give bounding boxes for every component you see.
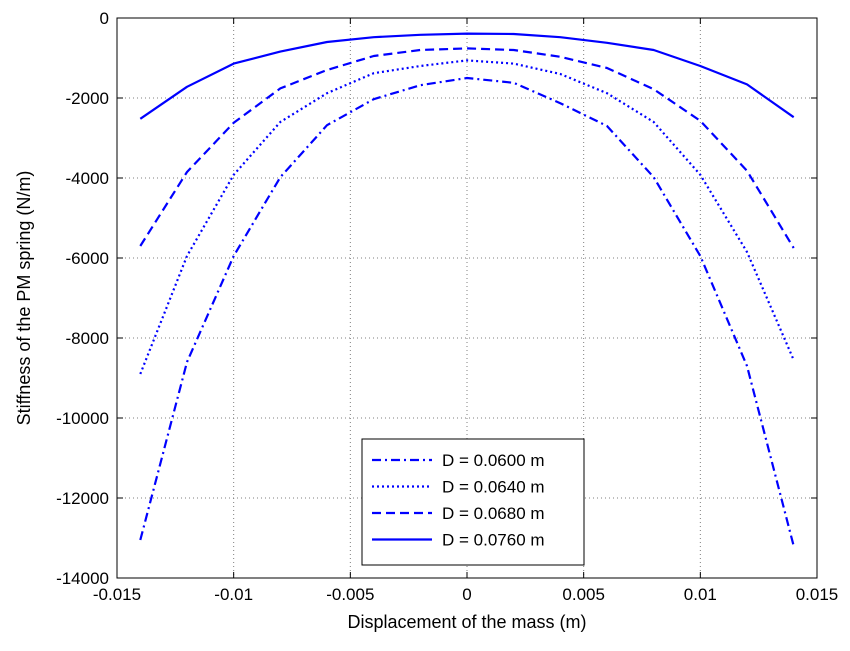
- legend: D = 0.0600 m D = 0.0640 m D = 0.0680 m D = …: [361, 438, 585, 566]
- series-line-4: [139, 32, 795, 120]
- y-tick-label: -8000: [66, 329, 109, 348]
- y-tick-label: -4000: [66, 169, 109, 188]
- y-tick-label: -10000: [56, 409, 109, 428]
- legend-label-2: D = 0.0640 m: [442, 478, 545, 497]
- legend-label-1: D = 0.0600 m: [442, 451, 545, 470]
- series-line-3: [139, 47, 795, 249]
- x-tick-label: -0.005: [326, 585, 374, 604]
- x-tick-label: 0.005: [562, 585, 605, 604]
- x-tick-label: -0.01: [214, 585, 253, 604]
- x-tick-label: 0.015: [796, 585, 839, 604]
- x-tick-label: 0.01: [684, 585, 717, 604]
- x-tick-label: 0: [462, 585, 471, 604]
- x-axis-title: Displacement of the mass (m): [347, 612, 586, 632]
- data-series: [139, 32, 795, 547]
- y-axis-title: Stiffness of the PM spring (N/m): [14, 171, 34, 426]
- series-line-2: [139, 59, 795, 375]
- x-tick-label: -0.015: [93, 585, 141, 604]
- axis-ticks: -0.015 -0.01 -0.005 0 0.005 0.01 0.015 0 -2000 -4…: [56, 9, 838, 604]
- y-tick-label: -6000: [66, 249, 109, 268]
- y-tick-label: -2000: [66, 89, 109, 108]
- legend-label-4: D = 0.0760 m: [442, 531, 545, 550]
- legend-label-3: D = 0.0680 m: [442, 504, 545, 523]
- y-tick-label: -14000: [56, 569, 109, 588]
- series-line-1: [139, 76, 795, 547]
- y-tick-label: -12000: [56, 489, 109, 508]
- y-tick-label: 0: [100, 9, 109, 28]
